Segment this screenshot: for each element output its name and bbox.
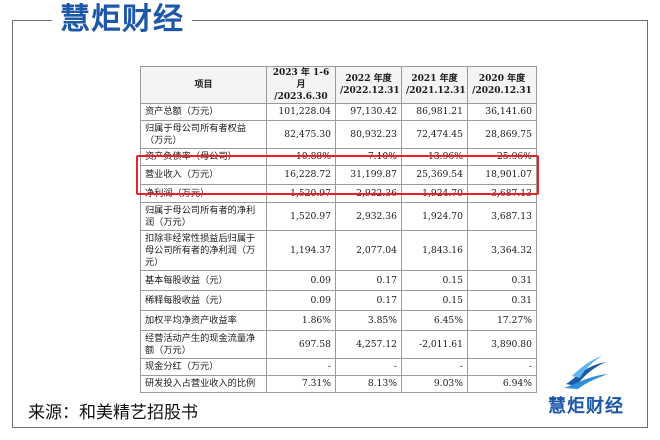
cell-value: 36,141.60 — [467, 103, 537, 121]
source-caption: 来源：和美精艺招股书 — [28, 403, 198, 423]
cell-value: 2,932.36 — [335, 202, 402, 231]
cell-value: 4,257.12 — [335, 330, 402, 359]
cell-value: - — [401, 358, 468, 376]
table-row: 扣除非经常性损益后归属于母公司所有者的净利润（万元） 1,194.37 2,07… — [140, 230, 537, 271]
cell-value: 0.09 — [266, 270, 336, 291]
row-label: 归属于母公司所有者权益（万元） — [140, 120, 267, 149]
cell-value: 9.03% — [401, 375, 468, 393]
cell-value: 17.27% — [467, 310, 537, 331]
row-label: 稀释每股收益（元） — [140, 290, 267, 311]
table-row: 研发投入占营业收入的比例 7.31% 8.13% 9.03% 6.94% — [140, 375, 537, 393]
cell-value: 697.58 — [266, 330, 336, 359]
cell-value: 0.17 — [335, 290, 402, 311]
financial-table: 项目 2023 年 1-6 月/2023.6.30 2022 年度/2022.1… — [140, 66, 537, 393]
row-label: 扣除非经常性损益后归属于母公司所有者的净利润（万元） — [140, 230, 267, 271]
frame-border — [12, 20, 648, 428]
row-label: 资产总额（万元） — [140, 103, 267, 121]
row-label: 研发投入占营业收入的比例 — [140, 375, 267, 393]
cell-value: 2,077.04 — [335, 230, 402, 271]
table-row: 加权平均净资产收益率 1.86% 3.85% 6.45% 17.27% — [140, 310, 537, 331]
row-label: 现金分红（万元） — [140, 358, 267, 376]
cell-value: 0.31 — [467, 290, 537, 311]
wave-logo-icon — [564, 356, 608, 389]
cell-value: 0.17 — [335, 270, 402, 291]
cell-value: 80,932.23 — [335, 120, 402, 149]
cell-value: 72,474.45 — [401, 120, 468, 149]
table-row: 现金分红（万元） - - - - — [140, 358, 537, 376]
table-row: 稀释每股收益（元） 0.09 0.17 0.15 0.31 — [140, 290, 537, 311]
row-label: 加权平均净资产收益率 — [140, 310, 267, 331]
cell-value: 3,890.80 — [467, 330, 537, 359]
cell-value: 0.31 — [467, 270, 537, 291]
cell-value: 3.85% — [335, 310, 402, 331]
row-label: 经营活动产生的现金流量净额（万元） — [140, 330, 267, 359]
table-row: 基本每股收益（元） 0.09 0.17 0.15 0.31 — [140, 270, 537, 291]
brand-logo: 慧炬财经 — [536, 352, 636, 422]
cell-value: 8.13% — [335, 375, 402, 393]
cell-value: 6.45% — [401, 310, 468, 331]
cell-value: 28,869.75 — [467, 120, 537, 149]
header-cell: 2023 年 1-6 月/2023.6.30 — [266, 66, 336, 104]
cell-value: - — [266, 358, 336, 376]
cell-value: 0.15 — [401, 270, 468, 291]
logo-text: 慧炬财经 — [548, 396, 624, 417]
cell-value: 1,843.16 — [401, 230, 468, 271]
cell-value: 1.86% — [266, 310, 336, 331]
table-row: 资产总额（万元） 101,228.04 97,130.42 86,981.21 … — [140, 103, 537, 121]
cell-value: 101,228.04 — [266, 103, 336, 121]
highlight-box — [136, 155, 539, 195]
cell-value: 1,520.97 — [266, 202, 336, 231]
cell-value: - — [335, 358, 402, 376]
cell-value: 3,364.32 — [467, 230, 537, 271]
header-cell: 项目 — [140, 66, 267, 104]
cell-value: 0.09 — [266, 290, 336, 311]
row-label: 基本每股收益（元） — [140, 270, 267, 291]
header-row: 项目 2023 年 1-6 月/2023.6.30 2022 年度/2022.1… — [140, 66, 537, 104]
table-row: 归属于母公司所有者的净利润（万元） 1,520.97 2,932.36 1,92… — [140, 202, 537, 231]
cell-value: 86,981.21 — [401, 103, 468, 121]
row-label: 归属于母公司所有者的净利润（万元） — [140, 202, 267, 231]
cell-value: 82,475.30 — [266, 120, 336, 149]
cell-value: -2,011.61 — [401, 330, 468, 359]
cell-value: - — [467, 358, 537, 376]
table-row: 营业收入（万元） 16,228.72 31,199.87 25,369.54 1… — [140, 165, 537, 185]
cell-value: 0.15 — [401, 290, 468, 311]
header-cell: 2020 年度/2020.12.31 — [467, 66, 537, 104]
header-cell: 2022 年度/2022.12.31 — [335, 66, 402, 104]
header-cell: 2021 年度/2021.12.31 — [401, 66, 468, 104]
table-row: 经营活动产生的现金流量净额（万元） 697.58 4,257.12 -2,011… — [140, 330, 537, 359]
table-row: 归属于母公司所有者权益（万元） 82,475.30 80,932.23 72,4… — [140, 120, 537, 149]
cell-value: 97,130.42 — [335, 103, 402, 121]
cell-value: 7.31% — [266, 375, 336, 393]
cell-value: 6.94% — [467, 375, 537, 393]
cell-value: 1,924.70 — [401, 202, 468, 231]
brand-title: 慧炬财经 — [52, 1, 192, 39]
cell-value: 1,194.37 — [266, 230, 336, 271]
cell-value: 3,687.13 — [467, 202, 537, 231]
